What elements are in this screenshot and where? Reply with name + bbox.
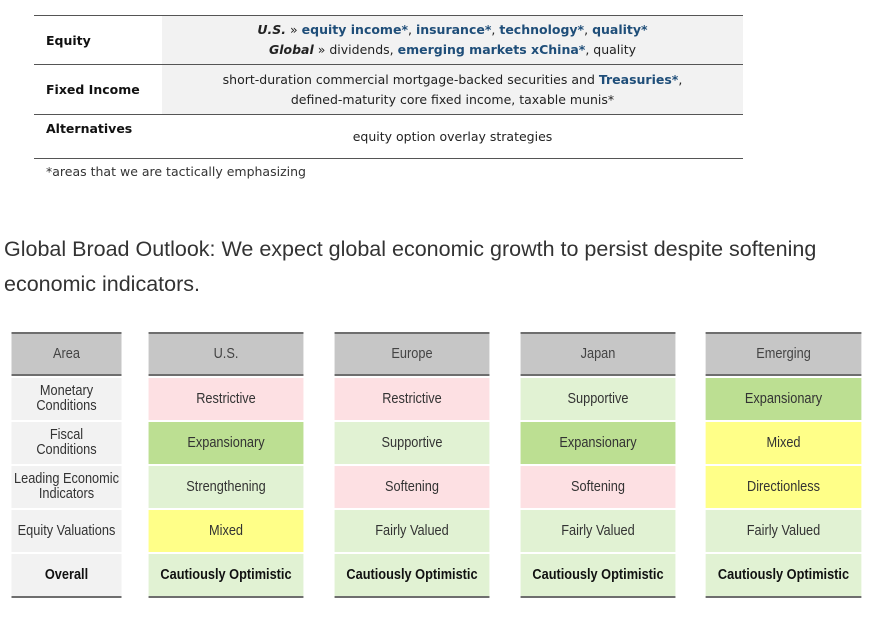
outlook-cell-japan-overall: Cautiously Optimistic (520, 554, 676, 598)
row-label-equity-valuations: Equity Valuations (11, 510, 122, 552)
alternatives-value: equity option overlay strategies (162, 114, 743, 159)
outlook-cell-u-s-fiscal-conditions: Expansionary (148, 422, 304, 464)
equity-us-prefix: U.S. (257, 22, 287, 37)
outlook-cell-japan-leading-economic-indicators: Softening (520, 466, 676, 508)
outlook-cell-emerging-leading-economic-indicators: Directionless (705, 466, 862, 508)
highlight-equity-income: equity income* (301, 22, 408, 37)
column-header-japan: Japan (520, 332, 676, 376)
outlook-cell-japan-equity-valuations: Fairly Valued (520, 510, 676, 552)
row-label-alternatives: Alternatives (34, 114, 162, 159)
comma: , (584, 22, 593, 37)
positioning-table: Equity U.S. » equity income*, insurance*… (34, 15, 743, 159)
outlook-cell-emerging-fiscal-conditions: Mixed (705, 422, 862, 464)
footnote: *areas that we are tactically emphasizin… (46, 164, 306, 179)
comma: , (678, 71, 683, 87)
outlook-cell-europe-monetary-conditions: Restrictive (334, 378, 490, 420)
equity-us-line: U.S. » equity income*, insurance*, techn… (162, 20, 743, 40)
section-heading: Global Broad Outlook: We expect global e… (4, 237, 817, 296)
table-row-equity: Equity U.S. » equity income*, insurance*… (34, 15, 743, 65)
outlook-cell-europe-fiscal-conditions: Supportive (334, 422, 490, 464)
column-header-emerging: Emerging (705, 332, 862, 376)
outlook-cell-emerging-equity-valuations: Fairly Valued (705, 510, 862, 552)
outlook-cell-emerging-overall: Cautiously Optimistic (705, 554, 862, 598)
outlook-cell-emerging-monetary-conditions: Expansionary (705, 378, 862, 420)
outlook-cell-u-s-monetary-conditions: Restrictive (148, 378, 304, 420)
row-label-leading-economic-indicators: Leading Economic Indicators (11, 466, 122, 508)
equity-global-prefix: Global (268, 42, 314, 57)
row-label-fixed-income: Fixed Income (34, 64, 162, 115)
row-label-overall: Overall (11, 554, 122, 598)
table-row-alternatives: Alternatives equity option overlay strat… (34, 114, 743, 159)
column-header-europe: Europe (334, 332, 490, 376)
outlook-cell-u-s-leading-economic-indicators: Strengthening (148, 466, 304, 508)
highlight-insurance: insurance* (415, 22, 492, 37)
highlight-emerging-markets: emerging markets xChina* (397, 42, 586, 57)
fixed-income-value: short-duration commercial mortgage-backe… (162, 64, 743, 115)
highlight-quality: quality* (592, 22, 648, 37)
fixed-income-text: short-duration commercial mortgage-backe… (222, 71, 599, 87)
comma: , (491, 22, 500, 37)
fixed-income-line-1: short-duration commercial mortgage-backe… (162, 70, 743, 90)
comma: , (407, 22, 416, 37)
outlook-cell-europe-leading-economic-indicators: Softening (334, 466, 490, 508)
column-header-u-s: U.S. (148, 332, 304, 376)
column-header-area: Area (11, 332, 122, 376)
highlight-treasuries: Treasuries* (598, 71, 679, 87)
outlook-cell-japan-fiscal-conditions: Expansionary (520, 422, 676, 464)
outlook-grid: Area U.S. Europe Japan Emerging Monetary Condi… (4, 332, 872, 598)
row-label-monetary-conditions: Monetary Conditions (11, 378, 122, 420)
equity-global-line: Global » dividends, emerging markets xCh… (162, 40, 743, 60)
outlook-cell-japan-monetary-conditions: Supportive (520, 378, 676, 420)
highlight-technology: technology* (499, 22, 585, 37)
outlook-cell-u-s-overall: Cautiously Optimistic (148, 554, 304, 598)
fixed-income-line-2: defined-maturity core fixed income, taxa… (290, 91, 615, 107)
global-quality: , quality (585, 42, 637, 57)
row-label-fiscal-conditions: Fiscal Conditions (11, 422, 122, 464)
outlook-cell-europe-overall: Cautiously Optimistic (334, 554, 490, 598)
outlook-cell-u-s-equity-valuations: Mixed (148, 510, 304, 552)
separator: » (286, 22, 302, 37)
table-row-fixed-income: Fixed Income short-duration commercial m… (34, 64, 743, 115)
separator: » (313, 42, 330, 57)
row-label-equity: Equity (34, 15, 162, 65)
global-dividends: dividends, (329, 42, 398, 57)
outlook-cell-europe-equity-valuations: Fairly Valued (334, 510, 490, 552)
equity-value: U.S. » equity income*, insurance*, techn… (162, 15, 743, 65)
